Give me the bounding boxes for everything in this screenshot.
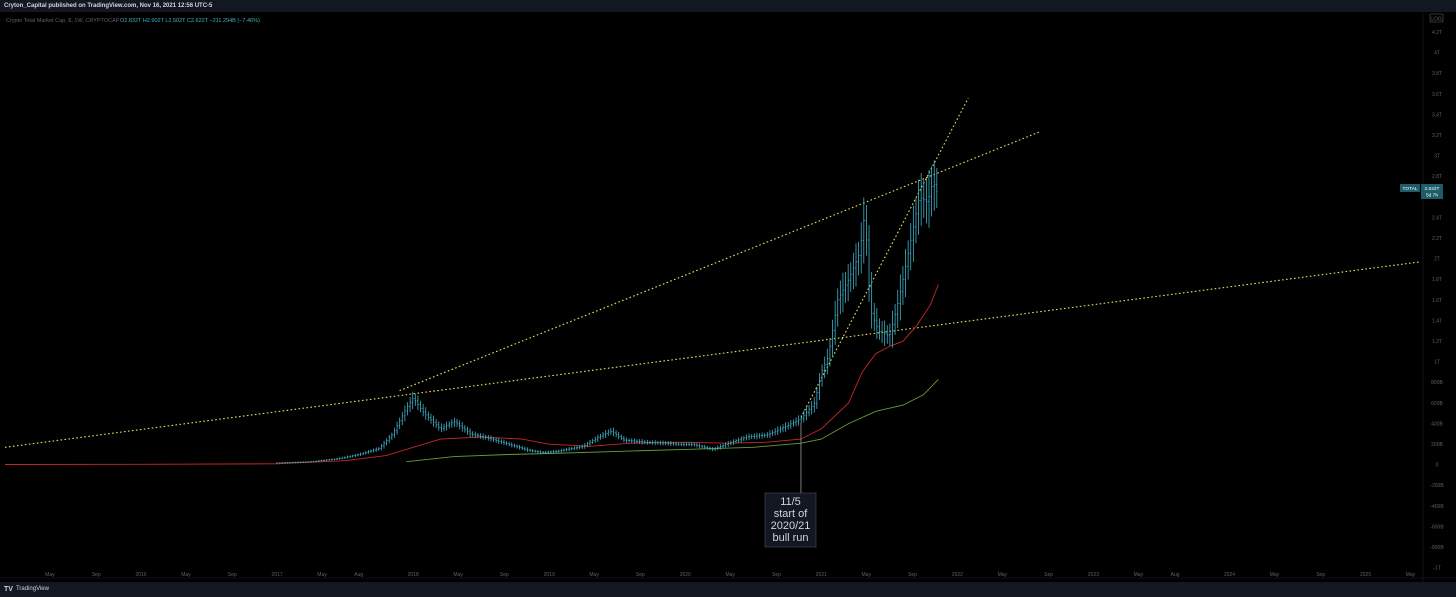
x-tick-label: Aug — [354, 572, 363, 578]
x-tick-label: 2020 — [680, 572, 691, 578]
x-tick-label: Sep — [500, 572, 509, 578]
y-tick-label: 3.6T — [1432, 92, 1442, 98]
scale-mode-toggle[interactable]: LOG — [1429, 13, 1444, 23]
y-tick-label: 1.6T — [1432, 298, 1442, 304]
y-tick-label: 0 — [1436, 463, 1439, 469]
y-tick-label: 3.8T — [1432, 71, 1442, 77]
y-tick-label: 2.4T — [1432, 215, 1442, 221]
annotation-box — [764, 492, 817, 548]
y-tick-label: 600B — [1431, 401, 1443, 407]
x-tick-label: 2024 — [1224, 572, 1235, 578]
x-tick-label: 2016 — [135, 572, 146, 578]
price-badge-countdown: 5d 7h — [1426, 193, 1438, 199]
scale-mode-label: LOG — [1431, 16, 1442, 22]
chart-legend-ohlc: O2.832T H2.902T L2.502T C2.622T −211.294… — [120, 18, 260, 24]
tradingview-logo[interactable]: TV TradingView — [4, 582, 49, 597]
y-tick-label: 1.8T — [1432, 277, 1442, 283]
x-tick-label: 2021 — [816, 572, 827, 578]
price-axis[interactable]: 4.2T4T3.8T3.6T3.4T3.2T3T2.8T2.6T2.4T2.2T… — [1422, 12, 1444, 582]
y-tick-label: 200B — [1431, 442, 1443, 448]
x-tick-label: May — [317, 572, 327, 578]
annotation-line-2: start of — [774, 508, 809, 520]
x-tick-label: May — [181, 572, 191, 578]
y-tick-label: -800B — [1430, 545, 1444, 551]
x-tick-label: Aug — [1171, 572, 1180, 578]
y-tick-label: 2.2T — [1432, 236, 1442, 242]
y-tick-label: 4T — [1434, 51, 1440, 57]
trendline-3 — [800, 97, 969, 418]
x-tick-label: Sep — [772, 572, 781, 578]
y-tick-label: 1.4T — [1432, 318, 1442, 324]
y-tick-label: -200B — [1430, 483, 1444, 489]
x-tick-label: May — [453, 572, 463, 578]
annotation-line-4: bull run — [772, 532, 808, 544]
scale-mode-box — [1429, 13, 1444, 23]
tradingview-logo-icon: TV — [4, 586, 13, 593]
x-tick-label: Sep — [908, 572, 917, 578]
x-tick-label: 2017 — [272, 572, 283, 578]
chart-area[interactable]: Crypto Total Market Cap, $, 1W, CRYPTOCA… — [0, 12, 1456, 582]
x-tick-label: Sep — [92, 572, 101, 578]
x-tick-label: May — [862, 572, 872, 578]
chart-legend-symbol: Crypto Total Market Cap, $, 1W, CRYPTOCA… — [6, 18, 120, 24]
y-tick-label: 1.2T — [1432, 339, 1442, 345]
x-tick-label: May — [45, 572, 55, 578]
bull-run-annotation[interactable]: 11/5 start of 2020/21 bull run — [764, 492, 817, 548]
x-tick-label: Sep — [636, 572, 645, 578]
price-badge-symbol: TOTAL — [1402, 186, 1417, 192]
x-tick-label: May — [1270, 572, 1280, 578]
y-tick-label: 2T — [1434, 257, 1440, 263]
x-tick-label: May — [1406, 572, 1416, 578]
y-tick-label: 2.8T — [1432, 174, 1442, 180]
ma-green-line — [406, 378, 939, 463]
y-tick-label: 4.2T — [1432, 30, 1442, 36]
price-bars — [276, 160, 938, 464]
x-tick-label: May — [998, 572, 1008, 578]
price-badge-value: 2.622T — [1425, 186, 1440, 192]
y-tick-label: 800B — [1431, 380, 1443, 386]
y-tick-label: 1T — [1434, 360, 1440, 366]
annotation-line-1: 11/5 — [780, 496, 801, 508]
y-tick-label: 3.2T — [1432, 133, 1442, 139]
trendline-2 — [399, 131, 1040, 392]
x-tick-label: Sep — [1044, 572, 1053, 578]
tradingview-brand: TradingView — [15, 586, 49, 592]
x-tick-label: May — [1134, 572, 1144, 578]
y-tick-label: 3.4T — [1432, 112, 1442, 118]
trendline-1 — [4, 261, 1421, 448]
x-tick-label: 2018 — [408, 572, 419, 578]
publish-bar: Cryton_Capital published on TradingView.… — [0, 0, 1456, 12]
x-tick-label: Sep — [228, 572, 237, 578]
price-badge: TOTAL 2.622T 5d 7h — [1400, 184, 1443, 199]
time-axis[interactable]: May Sep 2016 May Sep 2017 May Aug 2018 May Sep 2019… — [0, 572, 1456, 579]
footer-bar: TV TradingView — [0, 582, 1456, 597]
annotation-line-3: 2020/21 — [771, 520, 811, 532]
x-tick-label: 2022 — [952, 572, 963, 578]
y-tick-label: -1T — [1433, 566, 1441, 572]
price-badge-value-bg — [1421, 184, 1443, 199]
x-tick-label: 2025 — [1360, 572, 1371, 578]
price-badge-symbol-bg — [1400, 184, 1420, 192]
y-tick-label: -600B — [1430, 524, 1444, 530]
x-tick-label: 2023 — [1088, 572, 1099, 578]
x-tick-label: 2019 — [544, 572, 555, 578]
trendlines — [4, 97, 1421, 448]
x-tick-label: May — [589, 572, 599, 578]
price-chart[interactable]: Crypto Total Market Cap, $, 1W, CRYPTOCA… — [0, 12, 1456, 582]
publish-info: Cryton_Capital published on TradingView.… — [4, 3, 213, 9]
ma-red-line — [4, 284, 939, 465]
x-tick-label: May — [725, 572, 735, 578]
moving-averages — [4, 284, 939, 465]
x-tick-label: Sep — [1316, 572, 1325, 578]
y-tick-label: 400B — [1431, 421, 1443, 427]
y-tick-label: 3T — [1434, 154, 1440, 160]
y-tick-label: -400B — [1430, 504, 1444, 510]
